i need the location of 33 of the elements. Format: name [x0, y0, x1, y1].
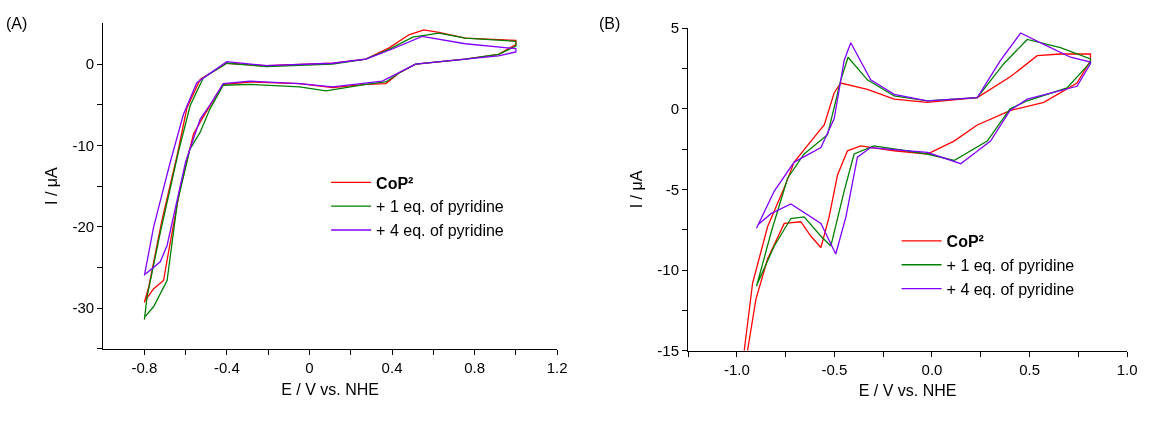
- legend-label: + 4 eq. of pyridine: [946, 280, 1075, 298]
- x-tick-label: 0.8: [464, 358, 486, 376]
- legend-label: + 1 eq. of pyridine: [376, 198, 504, 216]
- x-tick-label: 1.2: [546, 358, 568, 376]
- legend-label: CoP²: [376, 174, 414, 192]
- y-tick-label: 0: [670, 100, 679, 118]
- chart-title: (A): [6, 15, 28, 32]
- x-axis-title: E / V vs. NHE: [281, 380, 380, 398]
- line-series: [743, 53, 1092, 351]
- chart-title: (B): [599, 15, 621, 32]
- y-tick-label: -20: [72, 218, 95, 236]
- legend-label: + 1 eq. of pyridine: [946, 257, 1075, 275]
- x-axis-title: E / V vs. NHE: [858, 382, 957, 400]
- x-tick-label: 0.4: [381, 358, 403, 376]
- y-tick-label: -15: [657, 342, 679, 360]
- y-axis-title: I / μA: [43, 166, 61, 205]
- y-tick-label: -10: [657, 261, 679, 279]
- x-tick-label: -0.4: [214, 358, 240, 376]
- y-tick-label: 5: [670, 19, 679, 37]
- x-tick-label: -1.0: [723, 360, 750, 378]
- y-tick-label: -5: [665, 180, 679, 198]
- x-tick-label: 1.0: [1116, 360, 1138, 378]
- y-tick-label: -30: [72, 299, 95, 317]
- x-tick-label: -0.8: [131, 358, 158, 376]
- legend-label: CoP²: [946, 233, 984, 251]
- x-tick-label: 0: [305, 358, 314, 376]
- y-tick-label: 0: [85, 55, 95, 73]
- y-axis-title: I / μA: [628, 170, 646, 209]
- y-tick-label: -10: [72, 136, 95, 154]
- x-tick-label: -0.5: [821, 360, 848, 378]
- x-tick-label: 0.0: [921, 360, 943, 378]
- x-tick-label: 0.5: [1019, 360, 1041, 378]
- legend-label: + 4 eq. of pyridine: [376, 222, 504, 240]
